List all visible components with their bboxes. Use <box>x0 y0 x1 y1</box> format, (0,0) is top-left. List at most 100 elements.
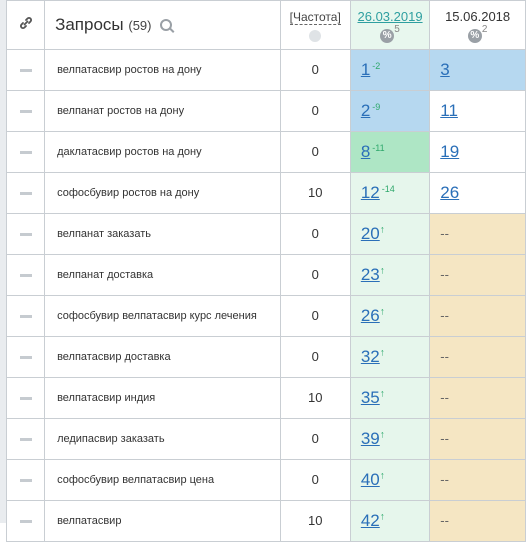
row-toggle-cell <box>5 295 46 337</box>
query-cell: велпатасвир индия <box>44 377 281 419</box>
date-1-position-cell: 23↑ <box>349 254 431 296</box>
frequency-cell: 0 <box>279 131 351 173</box>
minus-icon[interactable] <box>19 150 32 154</box>
date-1-position-cell: 32↑ <box>349 336 431 378</box>
position-change: -9 <box>372 101 381 112</box>
position-change: ↑ <box>379 429 385 441</box>
date-2-position-cell: 26 <box>429 172 526 214</box>
row-toggle-cell <box>5 377 46 419</box>
date-1-position-cell: 39↑ <box>349 418 431 460</box>
date-column-header-1[interactable]: 26.03.2019 % 5 <box>349 0 431 50</box>
frequency-label[interactable]: [Частота] <box>289 10 341 25</box>
frequency-column-header[interactable]: [Частота] <box>279 0 351 50</box>
query-text: велпатасвир доставка <box>57 350 171 363</box>
row-toggle-cell <box>5 213 46 255</box>
position-link[interactable]: 26 <box>360 306 380 325</box>
row-toggle-cell <box>5 90 46 132</box>
position-change: -11 <box>372 142 385 153</box>
query-column-header: Запросы (59) <box>44 0 281 50</box>
position-change: ↑ <box>379 306 385 318</box>
row-toggle-cell <box>5 500 46 542</box>
position-link[interactable]: 40 <box>360 470 380 489</box>
position-link[interactable]: 8 <box>360 142 371 161</box>
minus-icon[interactable] <box>19 478 32 482</box>
minus-icon[interactable] <box>19 232 32 236</box>
query-text: даклатасвир ростов на дону <box>57 145 202 158</box>
no-position: -- <box>440 226 449 241</box>
position-change: -14 <box>381 183 395 194</box>
minus-icon[interactable] <box>19 519 32 523</box>
minus-icon[interactable] <box>19 273 32 277</box>
query-cell: велпанат доставка <box>44 254 281 296</box>
date-1-label[interactable]: 26.03.2019 <box>357 9 423 25</box>
query-cell: велпанат заказать <box>44 213 281 255</box>
query-cell: велпатасвир доставка <box>44 336 281 378</box>
position-link[interactable]: 26 <box>440 183 460 202</box>
minus-icon[interactable] <box>19 396 32 400</box>
no-position: -- <box>440 513 449 528</box>
minus-icon[interactable] <box>19 109 32 113</box>
table-row: велпатасвир доставка 0 32↑ -- <box>5 336 526 378</box>
table-row: велпанат ростов на дону 0 2 -9 11 <box>5 90 526 132</box>
position-link[interactable]: 19 <box>440 142 460 161</box>
position-link[interactable]: 23 <box>360 265 380 284</box>
frequency-value: 0 <box>311 431 319 446</box>
row-toggle-cell <box>5 459 46 501</box>
frequency-cell: 0 <box>279 213 351 255</box>
position-link[interactable]: 1 <box>360 60 371 79</box>
row-toggle-cell <box>5 131 46 173</box>
date-column-header-2[interactable]: 15.06.2018 % 2 <box>429 0 526 50</box>
position-link[interactable]: 35 <box>360 388 380 407</box>
position-change: ↑ <box>379 388 385 400</box>
row-toggle-cell <box>5 172 46 214</box>
minus-icon[interactable] <box>19 437 32 441</box>
position-link[interactable]: 20 <box>360 224 380 243</box>
no-position: -- <box>440 472 449 487</box>
position-link[interactable]: 2 <box>360 101 371 120</box>
date-2-position-cell: -- <box>429 377 526 419</box>
position-change: -2 <box>372 60 381 71</box>
search-icon[interactable] <box>160 19 173 31</box>
percent-icon[interactable]: % <box>467 28 482 43</box>
frequency-cell: 0 <box>279 418 351 460</box>
position-link[interactable]: 32 <box>360 347 380 366</box>
minus-icon[interactable] <box>19 191 32 195</box>
position-link[interactable]: 3 <box>440 60 450 79</box>
link-icon[interactable] <box>18 15 34 31</box>
query-text: велпатасвир индия <box>57 391 156 404</box>
globe-icon <box>309 30 322 42</box>
date-2-label[interactable]: 15.06.2018 <box>445 9 511 25</box>
frequency-cell: 0 <box>279 49 351 91</box>
frequency-value: 0 <box>311 144 319 159</box>
date-1-position-cell: 8 -11 <box>349 131 431 173</box>
frequency-cell: 0 <box>279 295 351 337</box>
table-row: софосбувир велпатасвир цена 0 40↑ -- <box>5 459 526 501</box>
query-text: велпанат заказать <box>57 227 151 240</box>
table-row: даклатасвир ростов на дону 0 8 -11 19 <box>5 131 526 173</box>
frequency-value: 0 <box>311 349 319 364</box>
query-cell: софосбувир велпатасвир курс лечения <box>44 295 281 337</box>
frequency-cell: 0 <box>279 254 351 296</box>
table-row: велпанат доставка 0 23↑ -- <box>5 254 526 296</box>
position-link[interactable]: 12 <box>360 183 380 202</box>
frequency-value: 0 <box>311 226 319 241</box>
frequency-value: 0 <box>311 62 319 77</box>
minus-icon[interactable] <box>19 355 32 359</box>
table-row: велпанат заказать 0 20↑ -- <box>5 213 526 255</box>
position-link[interactable]: 39 <box>360 429 380 448</box>
percent-icon[interactable]: % <box>380 28 395 43</box>
date-2-position-cell: -- <box>429 500 526 542</box>
table-header-row: Запросы (59) [Частота] 26.03.2019 % 5 15.… <box>5 0 526 50</box>
query-title: Запросы <box>55 15 124 34</box>
position-link[interactable]: 42 <box>360 511 380 530</box>
date-1-position-cell: 20↑ <box>349 213 431 255</box>
no-position: -- <box>440 267 449 282</box>
query-cell: софосбувир ростов на дону <box>44 172 281 214</box>
date-2-position-cell: -- <box>429 213 526 255</box>
table-row: софосбувир ростов на дону 10 12 -14 26 <box>5 172 526 214</box>
minus-icon[interactable] <box>19 314 32 318</box>
position-change: ↑ <box>379 224 385 236</box>
position-link[interactable]: 11 <box>440 101 458 120</box>
query-cell: велпатасвир <box>44 500 281 542</box>
minus-icon[interactable] <box>19 68 32 72</box>
